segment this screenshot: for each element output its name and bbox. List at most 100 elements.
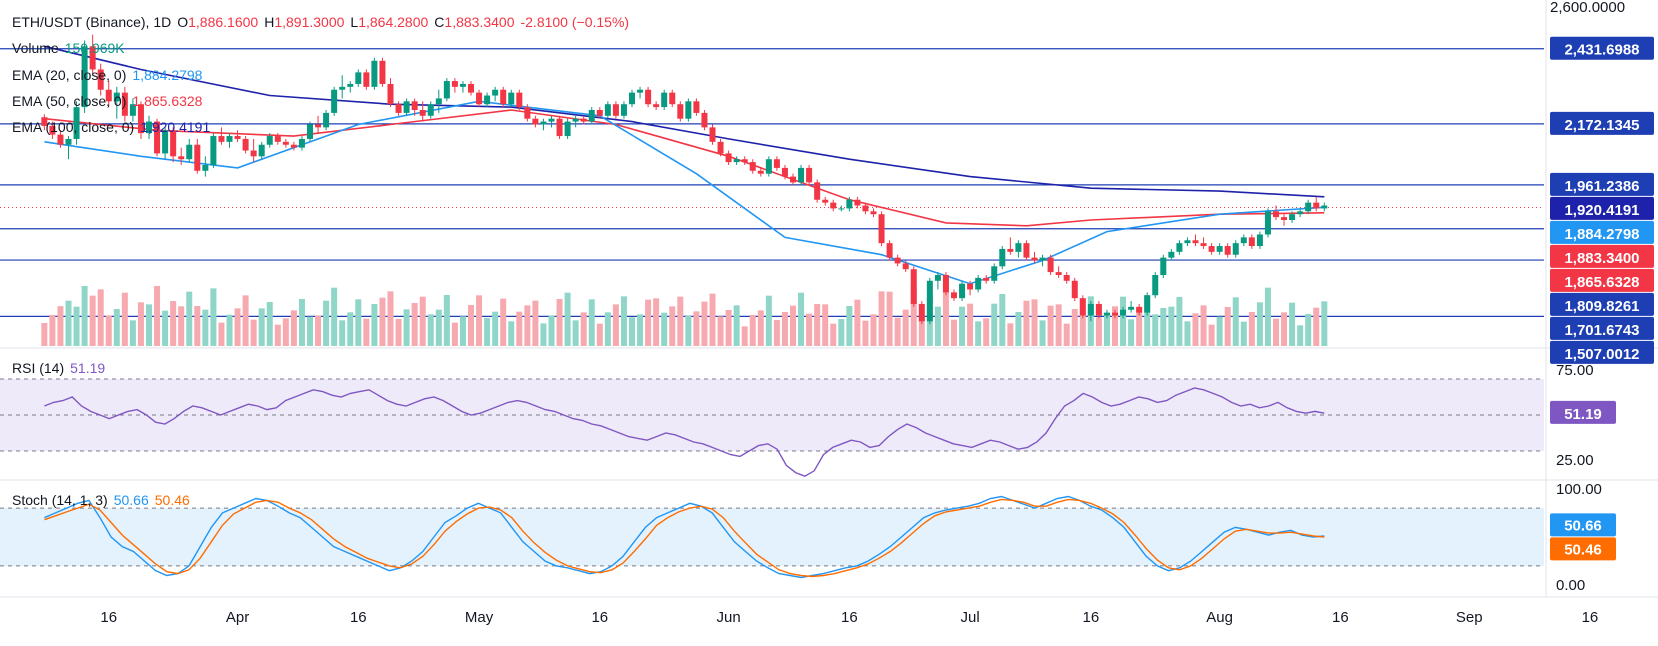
- volume-bar: [1321, 301, 1328, 346]
- candle-body: [226, 136, 233, 142]
- stoch-k-tag: [1550, 513, 1616, 537]
- candle-body: [1273, 211, 1279, 218]
- volume-bar: [427, 314, 434, 346]
- volume-bar: [1192, 313, 1199, 346]
- time-tick-label: 16: [100, 609, 117, 626]
- price-level-tag: [1550, 316, 1654, 340]
- candle-body: [65, 138, 72, 145]
- price-level-tag: [1550, 244, 1654, 268]
- time-tick-label: 16: [841, 609, 858, 626]
- candle-body: [1281, 217, 1288, 220]
- volume-bar: [1039, 320, 1046, 346]
- volume-bar: [1289, 302, 1296, 346]
- candle-body: [282, 141, 289, 145]
- candle-body: [97, 69, 104, 90]
- candle-body: [580, 118, 587, 122]
- candle-body: [1264, 211, 1271, 235]
- volume-bar: [1071, 309, 1078, 346]
- candle-body: [983, 277, 990, 281]
- volume-bar: [942, 292, 949, 346]
- volume-bar: [709, 293, 716, 346]
- volume-bar: [653, 298, 660, 346]
- volume-bar: [516, 311, 523, 346]
- candle-body: [918, 303, 925, 322]
- candle-body: [725, 153, 732, 163]
- volume-bar: [371, 304, 378, 346]
- candle-body: [1321, 205, 1328, 209]
- candle-body: [532, 118, 539, 125]
- price-level-tag: [1550, 36, 1654, 60]
- volume-bar: [886, 291, 893, 346]
- volume-bar: [838, 319, 845, 346]
- volume-bar: [645, 299, 652, 346]
- candle-body: [701, 112, 708, 128]
- volume-bar: [685, 316, 692, 346]
- ema20-line: [44, 100, 1325, 285]
- stoch-d-label: 50.46: [1564, 541, 1602, 558]
- volume-bar: [258, 308, 265, 346]
- volume-bar: [1305, 314, 1312, 346]
- stoch-k-line: [44, 495, 1325, 579]
- candle-body: [564, 121, 571, 137]
- candle-body: [637, 89, 644, 93]
- candle-body: [113, 92, 120, 102]
- volume-bar: [1095, 317, 1102, 346]
- price-level-label: 1,809.8261: [1564, 298, 1639, 315]
- candle-body: [186, 144, 193, 160]
- rsi-value-label: 51.19: [1564, 406, 1602, 423]
- volume-legend: Volume 150.969K: [12, 40, 131, 56]
- volume-bar: [459, 316, 466, 346]
- candle-body: [146, 121, 152, 134]
- volume-bar: [572, 320, 579, 346]
- volume-bar: [49, 315, 56, 346]
- volume-bar: [693, 311, 700, 346]
- volume-bar: [41, 323, 48, 346]
- volume-bar: [741, 326, 748, 346]
- volume-bar: [1152, 314, 1159, 346]
- volume-bar: [999, 294, 1006, 346]
- volume-bar: [677, 296, 684, 346]
- candle-body: [1305, 202, 1312, 212]
- volume-bar: [1240, 321, 1247, 346]
- price-level-label: 1,920.4191: [1564, 202, 1639, 219]
- volume-bar: [170, 301, 177, 346]
- candle-body: [1152, 275, 1159, 296]
- candle-body: [1200, 243, 1207, 247]
- volume-bar: [492, 311, 499, 346]
- time-tick-label: 16: [350, 609, 367, 626]
- candle-body: [1313, 202, 1320, 209]
- candle-body: [1023, 243, 1030, 258]
- candle-body: [194, 144, 201, 171]
- candle-body: [693, 101, 700, 113]
- low-label: L: [350, 14, 359, 30]
- volume-bar: [403, 309, 410, 346]
- price-level-label: 1,865.6328: [1564, 274, 1639, 291]
- candle-body: [1087, 303, 1094, 316]
- volume-bar: [1168, 306, 1175, 346]
- candle-body: [105, 89, 112, 102]
- change-value: -2.8100 (−0.15%): [520, 14, 630, 30]
- volume-bar: [65, 300, 72, 346]
- ema100-line: [44, 45, 1325, 198]
- volume-bar: [1047, 305, 1054, 346]
- volume-bar: [910, 286, 917, 346]
- time-tick-label: 16: [1582, 609, 1599, 626]
- stoch-d-line: [44, 498, 1325, 578]
- volume-bar: [588, 299, 595, 346]
- volume-bar: [1184, 321, 1191, 346]
- volume-bar: [1023, 300, 1030, 346]
- candle-body: [1160, 257, 1167, 275]
- volume-value: 150.969K: [64, 40, 125, 56]
- candle-body: [717, 141, 724, 154]
- stoch-label: Stoch (14, 1, 3): [12, 492, 108, 508]
- volume-bar: [234, 308, 241, 346]
- volume-bar: [749, 315, 756, 346]
- candle-body: [1224, 246, 1231, 255]
- candle-body: [73, 107, 80, 139]
- volume-bar: [290, 310, 297, 346]
- time-tick-label: Sep: [1456, 609, 1483, 626]
- volume-bar: [379, 297, 386, 346]
- candle-body: [266, 136, 273, 145]
- volume-bar: [773, 320, 780, 346]
